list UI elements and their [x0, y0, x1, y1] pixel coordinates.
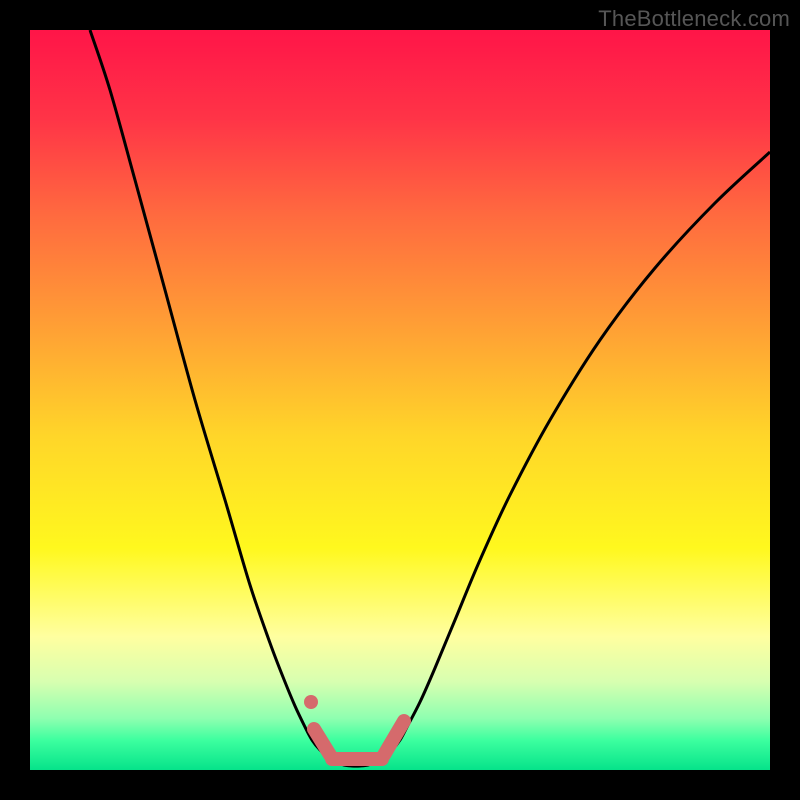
marker-dot: [304, 695, 318, 709]
plot-area: [30, 30, 770, 770]
gradient-background: [30, 30, 770, 770]
bottleneck-curve-chart: [30, 30, 770, 770]
chart-container: TheBottleneck.com: [0, 0, 800, 800]
watermark-text: TheBottleneck.com: [598, 6, 790, 32]
